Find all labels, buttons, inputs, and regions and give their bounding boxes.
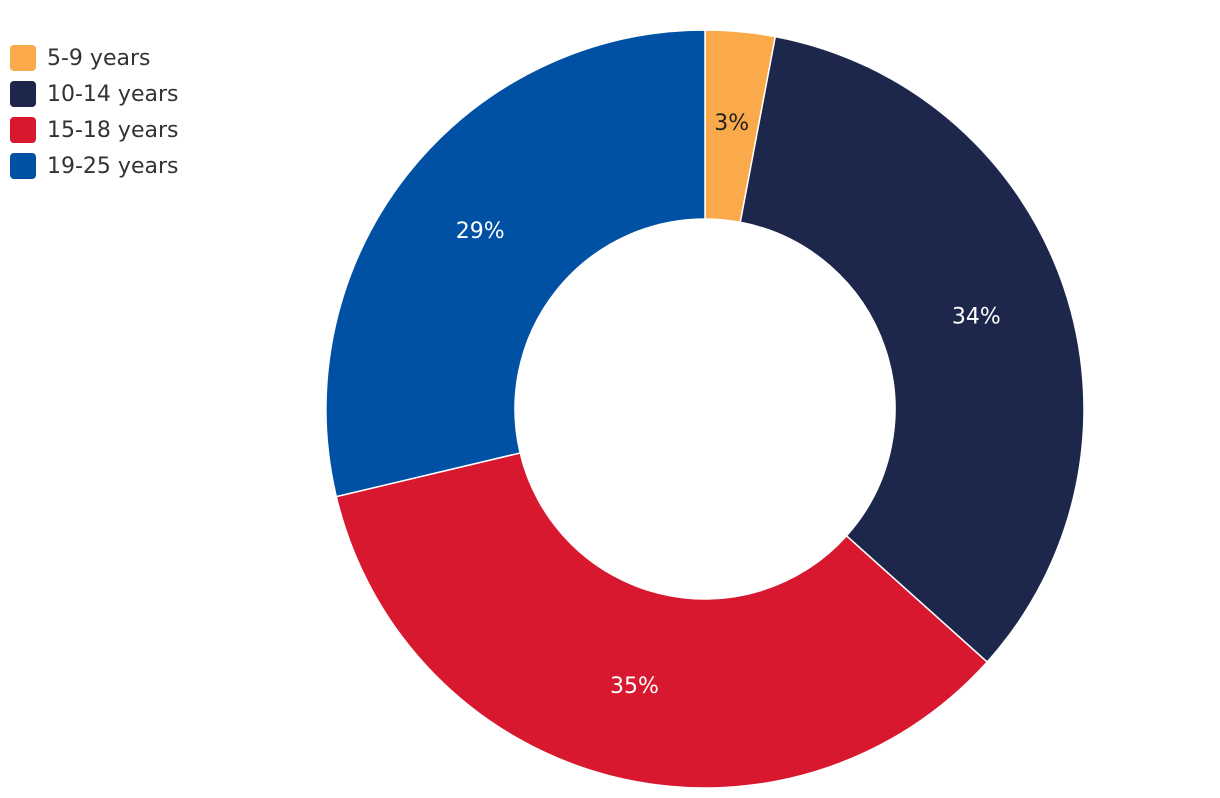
data-label-15-18-years: 35% [610, 674, 659, 699]
legend-item-19-25-years[interactable]: 19-25 years [10, 148, 178, 184]
legend-item-5-9-years[interactable]: 5-9 years [10, 40, 178, 76]
legend-label-10-14-years: 10-14 years [47, 81, 179, 107]
slice-10-14-years[interactable] [739, 35, 1085, 664]
legend-item-15-18-years[interactable]: 15-18 years [10, 112, 178, 148]
legend-swatch-10-14-years [10, 81, 36, 107]
data-label-19-25-years: 29% [456, 219, 505, 244]
slice-15-18-years[interactable] [335, 452, 989, 789]
slice-19-25-years[interactable] [325, 29, 706, 498]
legend-item-10-14-years[interactable]: 10-14 years [10, 76, 178, 112]
legend-label-5-9-years: 5-9 years [47, 45, 151, 71]
legend-label-15-18-years: 15-18 years [47, 117, 179, 143]
legend-swatch-5-9-years [10, 45, 36, 71]
data-label-10-14-years: 34% [952, 305, 1001, 330]
legend-label-19-25-years: 19-25 years [47, 153, 179, 179]
chart-legend: 5-9 years 10-14 years 15-18 years 19-25 … [10, 40, 178, 184]
data-label-5-9-years: 3% [714, 111, 749, 136]
legend-swatch-19-25-years [10, 153, 36, 179]
legend-swatch-15-18-years [10, 117, 36, 143]
